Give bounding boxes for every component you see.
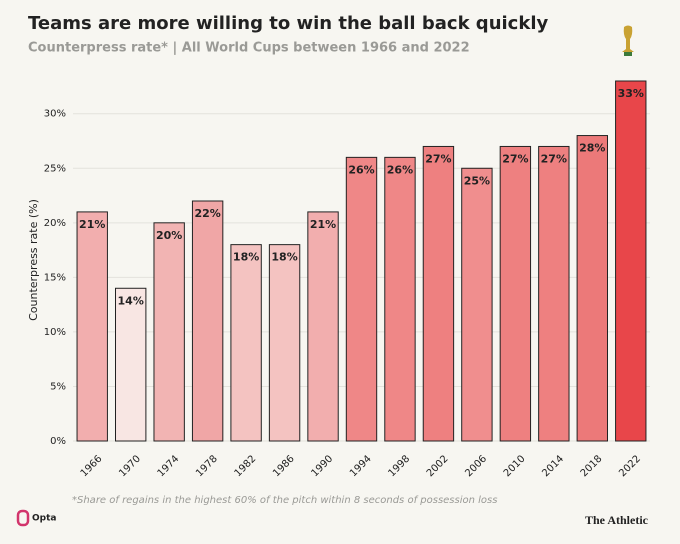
bar (384, 156, 416, 442)
bar (345, 156, 378, 442)
y-tick-label: 0% (50, 436, 66, 447)
value-label: 21% (310, 218, 336, 231)
value-label: 18% (271, 251, 297, 264)
x-tick-label: 2010 (502, 453, 528, 479)
bar (499, 145, 532, 442)
value-label: 27% (425, 152, 451, 165)
bar (422, 145, 455, 442)
value-label: 18% (233, 251, 259, 264)
value-label: 33% (618, 87, 644, 100)
y-tick-label: 30% (44, 109, 66, 120)
x-tick-label: 2006 (463, 453, 489, 479)
opta-logo: Opta (16, 509, 56, 527)
bar (153, 222, 185, 442)
bar (307, 211, 339, 442)
value-label: 28% (579, 142, 605, 155)
y-axis-label: Counterpress rate (%) (27, 199, 40, 321)
bar (576, 135, 608, 442)
source: Opta (32, 514, 56, 524)
value-label: 21% (79, 218, 105, 231)
y-tick-label: 20% (44, 218, 66, 229)
value-label: 27% (502, 152, 528, 165)
x-tick-label: 1990 (309, 453, 335, 479)
value-label: 26% (348, 163, 374, 176)
bar (191, 200, 224, 442)
bar (538, 145, 570, 442)
footnote: *Share of regains in the highest 60% of … (72, 495, 497, 506)
value-label: 27% (541, 152, 567, 165)
bar (76, 211, 108, 442)
x-tick-label: 1966 (79, 453, 105, 479)
bar (230, 244, 262, 442)
bar (461, 167, 493, 442)
chart-subtitle: Counterpress rate* | All World Cups betw… (28, 41, 470, 56)
y-tick-label: 25% (44, 163, 66, 174)
bar (115, 287, 147, 442)
x-tick-label: 2018 (579, 453, 605, 479)
publisher: The Athletic (585, 513, 649, 527)
chart-title: Teams are more willing to win the ball b… (28, 13, 548, 34)
x-tick-label: 1998 (386, 453, 412, 479)
y-tick-label: 10% (44, 327, 66, 338)
y-tick-label: 15% (44, 272, 66, 283)
x-tick-label: 1982 (233, 453, 259, 479)
value-label: 26% (387, 163, 413, 176)
value-label: 25% (464, 174, 490, 187)
bar (615, 80, 647, 442)
y-tick-label: 5% (50, 381, 66, 392)
bar (268, 244, 301, 442)
x-tick-label: 1970 (117, 453, 143, 479)
value-label: 20% (156, 229, 182, 242)
x-tick-label: 1986 (271, 453, 297, 479)
value-label: 22% (194, 207, 220, 220)
x-tick-label: 2014 (540, 453, 566, 479)
x-tick-label: 2002 (425, 453, 451, 479)
trophy-logo (622, 25, 634, 56)
x-tick-label: 1974 (156, 453, 182, 479)
x-tick-label: 1978 (194, 453, 220, 479)
value-label: 14% (118, 294, 144, 307)
x-tick-label: 2022 (617, 453, 643, 479)
x-tick-label: 1994 (348, 453, 374, 479)
